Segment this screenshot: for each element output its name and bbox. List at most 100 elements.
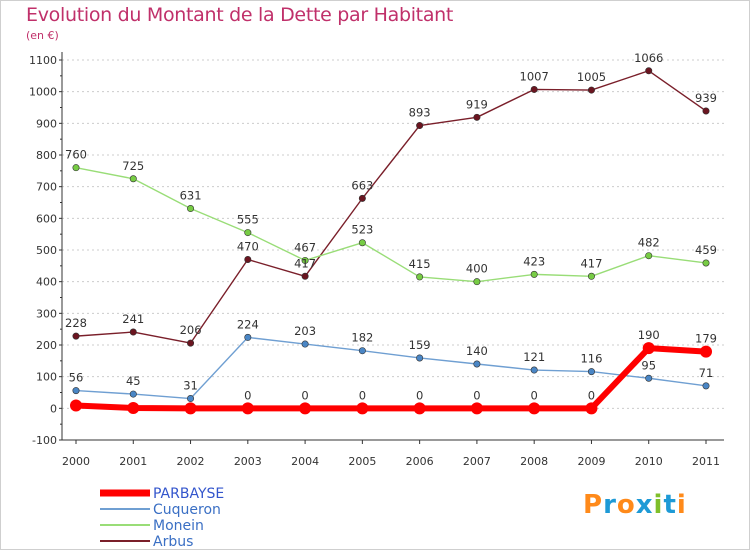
data-point-arbus (301, 272, 309, 280)
data-point-monein (530, 270, 538, 278)
data-point-cuqueron (72, 387, 80, 395)
logo-letter: P (583, 490, 604, 520)
x-tick-label: 2007 (463, 455, 491, 468)
data-point-arbus (187, 339, 195, 347)
data-label-arbus: 663 (351, 178, 373, 192)
series-line-arbus (75, 70, 707, 344)
data-label-monein: 631 (180, 189, 202, 203)
y-tick-label: -100 (32, 434, 57, 447)
logo-letter: t (663, 490, 677, 520)
data-label-arbus: 228 (65, 316, 87, 330)
x-tick-label: 2003 (234, 455, 262, 468)
x-tick-label: 2011 (692, 455, 720, 468)
grid-lines (62, 59, 724, 441)
data-point-cuqueron (301, 340, 309, 348)
data-label-arbus: 893 (409, 106, 431, 120)
x-tick-label: 2002 (177, 455, 205, 468)
data-point-arbus (702, 107, 710, 115)
data-point-cuqueron (645, 374, 653, 382)
data-label-monein: 760 (65, 148, 87, 162)
data-labels: 0 0 0 0 0 0 0 190 179 56 45 31 224 203 182 159 140 121 116… (65, 51, 717, 403)
data-label-parbayse: 190 (638, 328, 660, 342)
data-label-parbayse: 0 (244, 388, 251, 402)
data-label-arbus: 470 (237, 240, 259, 254)
data-point-cuqueron (187, 395, 195, 403)
data-point-cuqueron (530, 366, 538, 374)
data-point-monein (129, 175, 137, 183)
data-label-arbus: 206 (180, 323, 202, 337)
logo-letter: o (616, 490, 636, 520)
data-point-monein (473, 278, 481, 286)
series-layer (70, 67, 712, 415)
data-point-parbayse (642, 342, 655, 355)
x-tick-label: 2010 (635, 455, 663, 468)
data-point-parbayse (127, 402, 140, 415)
logo-letter: i (676, 490, 687, 520)
data-label-monein: 467 (294, 240, 316, 254)
x-tick-label: 2006 (406, 455, 434, 468)
y-tick-label: 400 (36, 276, 57, 289)
data-point-parbayse (70, 399, 82, 412)
data-label-monein: 417 (580, 256, 602, 270)
x-tick-label: 2005 (348, 455, 376, 468)
y-tick-label: 1000 (29, 86, 57, 99)
data-label-parbayse: 0 (531, 388, 538, 402)
data-label-cuqueron: 31 (183, 379, 198, 393)
data-label-parbayse: 0 (588, 388, 595, 402)
data-label-arbus: 417 (294, 256, 316, 270)
data-label-cuqueron: 95 (641, 358, 656, 372)
chart-title: Evolution du Montant de la Dette par Hab… (26, 4, 454, 26)
data-point-cuqueron (473, 360, 481, 368)
data-point-parbayse (528, 402, 541, 415)
y-tick-label: 1100 (29, 54, 57, 67)
data-point-monein (244, 229, 252, 237)
data-point-cuqueron (416, 354, 424, 362)
data-label-arbus: 939 (695, 91, 717, 105)
data-point-parbayse (299, 402, 312, 415)
data-point-parbayse (700, 345, 712, 358)
data-point-parbayse (470, 402, 483, 415)
data-point-monein (702, 259, 710, 267)
data-point-cuqueron (587, 368, 595, 376)
data-point-arbus (72, 332, 80, 340)
data-point-parbayse (241, 402, 254, 415)
y-tick-label: 500 (36, 244, 57, 257)
data-label-cuqueron: 159 (409, 338, 431, 352)
data-label-parbayse: 179 (695, 332, 717, 346)
data-point-cuqueron (244, 333, 252, 341)
data-label-parbayse: 0 (359, 388, 366, 402)
data-label-cuqueron: 121 (523, 350, 545, 364)
data-label-arbus: 1005 (577, 70, 606, 84)
y-tick-label: 200 (36, 339, 57, 352)
data-point-monein (645, 252, 653, 260)
data-point-monein (358, 239, 366, 247)
legend-label-cuqueron: Cuqueron (153, 502, 221, 518)
logo-letter: i (653, 490, 664, 520)
data-point-monein (187, 205, 195, 213)
legend-label-arbus: Arbus (153, 534, 193, 550)
data-point-arbus (358, 194, 366, 202)
data-label-cuqueron: 45 (126, 374, 141, 388)
data-label-parbayse: 0 (301, 388, 308, 402)
data-label-cuqueron: 116 (580, 352, 602, 366)
proxiti-logo: Proxiti (583, 490, 687, 520)
legend-label-parbayse: PARBAYSE (153, 486, 224, 502)
data-label-parbayse: 0 (473, 388, 480, 402)
y-tick-label: 100 (36, 371, 57, 384)
data-label-parbayse: 0 (416, 388, 423, 402)
x-tick-label: 2000 (62, 455, 90, 468)
data-point-arbus (416, 122, 424, 130)
data-label-arbus: 1066 (634, 51, 663, 65)
data-point-arbus (645, 67, 653, 75)
data-point-monein (301, 256, 309, 264)
data-label-cuqueron: 71 (699, 366, 714, 380)
x-tick-label: 2001 (119, 455, 147, 468)
data-point-monein (416, 273, 424, 281)
logo-letter: r (603, 490, 617, 520)
data-label-cuqueron: 140 (466, 344, 488, 358)
data-label-monein: 415 (409, 257, 431, 271)
series-line-monein (75, 166, 707, 283)
y-tick-label: 800 (36, 149, 57, 162)
